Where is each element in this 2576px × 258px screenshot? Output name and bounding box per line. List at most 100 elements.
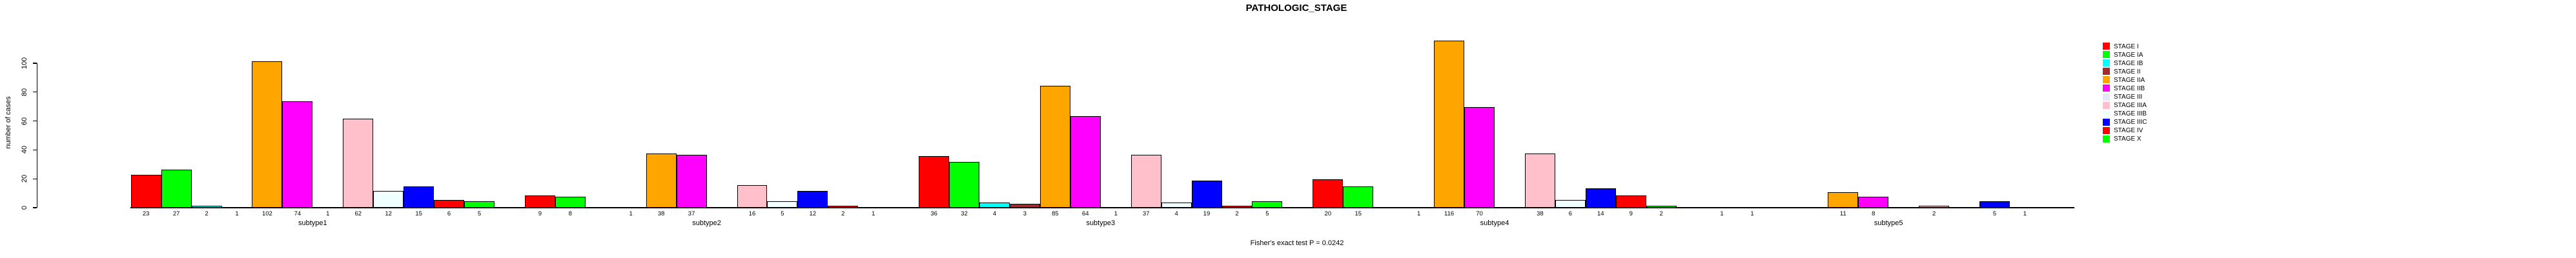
bar-value-label: 2 xyxy=(1659,210,1663,217)
legend-swatch-stage-iiic xyxy=(2103,118,2110,126)
bar-subtype2-stage-iiic xyxy=(797,191,828,208)
x-axis-group-label-subtype2: subtype2 xyxy=(692,219,721,227)
bar-value-label: 64 xyxy=(1082,210,1089,217)
bar-value-label: 1 xyxy=(629,210,633,217)
bar-value-label: 32 xyxy=(961,210,968,217)
bar-value-label: 38 xyxy=(657,210,665,217)
bar-value-label: 15 xyxy=(1354,210,1362,217)
bar-subtype4-stage-iiia xyxy=(1524,153,1555,208)
legend-label: STAGE IIIC xyxy=(2114,119,2147,126)
bar-value-label: 62 xyxy=(354,210,362,217)
bar-value-label: 16 xyxy=(748,210,756,217)
bar-value-label: 6 xyxy=(1568,210,1572,217)
bar-value-label: 8 xyxy=(568,210,572,217)
legend-swatch-stage-iii xyxy=(2103,93,2110,101)
bar-subtype4-stage-iib xyxy=(1464,107,1495,208)
bar-value-label: 5 xyxy=(1992,210,1997,217)
bar-subtype2-stage-iiia xyxy=(737,185,768,208)
legend-label: STAGE IB xyxy=(2114,59,2143,67)
bar-value-label: 5 xyxy=(781,210,784,217)
bar-subtype1-stage-iib xyxy=(282,101,313,208)
bar-subtype1-stage-iiic xyxy=(404,186,434,208)
bar-value-label: 12 xyxy=(809,210,817,217)
legend-swatch-stage-iiia xyxy=(2103,101,2110,109)
bar-subtype2-stage-iib xyxy=(676,155,707,208)
bar-value-label: 3 xyxy=(1023,210,1027,217)
legend-label: STAGE IV xyxy=(2114,127,2143,135)
legend-swatch-stage-ia xyxy=(2103,51,2110,59)
bar-subtype2-stage-i xyxy=(524,195,555,208)
y-tick-label: 100 xyxy=(21,57,28,70)
bar-value-label: 1 xyxy=(1720,210,1724,217)
legend-swatch-stage-x xyxy=(2103,135,2110,143)
legend-label: STAGE X xyxy=(2114,135,2142,143)
x-axis-group-label-subtype1: subtype1 xyxy=(298,219,327,227)
legend-label: STAGE III xyxy=(2114,94,2143,101)
bar-value-label: 1 xyxy=(1416,210,1421,217)
bar-value-label: 2 xyxy=(205,210,209,217)
bar-subtype4-stage-i xyxy=(1313,179,1344,208)
bar-value-label: 116 xyxy=(1444,210,1455,217)
bar-subtype3-stage-iia xyxy=(1039,85,1070,208)
bar-subtype5-stage-iib xyxy=(1858,197,1889,208)
y-tick-label: 20 xyxy=(21,175,28,183)
y-axis-label: number of cases xyxy=(5,96,12,149)
bar-value-label: 1 xyxy=(235,210,239,217)
bar-value-label: 36 xyxy=(930,210,937,217)
bar-value-label: 8 xyxy=(1872,210,1876,217)
bar-value-label: 20 xyxy=(1324,210,1332,217)
legend-label: STAGE IIA xyxy=(2114,76,2145,84)
y-tick-label: 60 xyxy=(21,117,28,125)
legend-swatch-stage-i xyxy=(2103,43,2110,50)
bar-value-label: 15 xyxy=(415,210,422,217)
bar-subtype3-stage-iiia xyxy=(1130,155,1161,208)
y-tick-label: 0 xyxy=(21,205,28,210)
x-axis-group-label-subtype4: subtype4 xyxy=(1480,219,1509,227)
bar-value-label: 27 xyxy=(172,210,180,217)
bar-value-label: 85 xyxy=(1052,210,1059,217)
bar-value-label: 74 xyxy=(294,210,302,217)
y-tick-label: 80 xyxy=(21,88,28,96)
bar-subtype4-stage-iv xyxy=(1615,195,1646,208)
legend-swatch-stage-iiib xyxy=(2103,110,2110,117)
x-axis-group-label-subtype5: subtype5 xyxy=(1874,219,1903,227)
x-axis-group-label-subtype3: subtype3 xyxy=(1086,219,1116,227)
bar-value-label: 14 xyxy=(1597,210,1604,217)
bar-value-label: 70 xyxy=(1476,210,1483,217)
bar-value-label: 1 xyxy=(1114,210,1118,217)
fisher-test-annotation: Fisher's exact test P = 0.0242 xyxy=(1250,239,1344,247)
bar-value-label: 37 xyxy=(1142,210,1150,217)
bar-subtype4-stage-ia xyxy=(1343,186,1374,208)
bar-subtype1-stage-iia xyxy=(252,61,283,208)
bar-value-label: 102 xyxy=(261,210,272,217)
bar-subtype5-stage-iia xyxy=(1828,192,1859,208)
bar-subtype2-stage-ia xyxy=(555,197,586,208)
bar-value-label: 38 xyxy=(1537,210,1544,217)
bar-value-label: 4 xyxy=(992,210,997,217)
chart-title: PATHOLOGIC_STAGE xyxy=(1245,3,1347,14)
bar-value-label: 9 xyxy=(1629,210,1633,217)
bar-subtype1-stage-ia xyxy=(161,169,192,208)
legend-label: STAGE I xyxy=(2114,43,2139,50)
bar-value-label: 23 xyxy=(142,210,150,217)
bar-value-label: 5 xyxy=(1265,210,1269,217)
legend-label: STAGE IIB xyxy=(2114,84,2145,92)
bar-value-label: 4 xyxy=(1174,210,1178,217)
legend-swatch-stage-ii xyxy=(2103,68,2110,75)
bar-subtype1-stage-iiia xyxy=(343,119,374,208)
bar-value-label: 37 xyxy=(688,210,695,217)
legend-swatch-stage-ib xyxy=(2103,59,2110,67)
bar-subtype3-stage-iiic xyxy=(1191,181,1222,208)
bar-value-label: 6 xyxy=(447,210,451,217)
legend-swatch-stage-iia xyxy=(2103,76,2110,84)
legend-label: STAGE II xyxy=(2114,68,2141,75)
bar-value-label: 2 xyxy=(1932,210,1936,217)
bar-value-label: 19 xyxy=(1203,210,1211,217)
bar-subtype3-stage-i xyxy=(919,156,950,208)
legend-swatch-stage-iv xyxy=(2103,126,2110,134)
bar-subtype2-stage-iia xyxy=(646,153,677,208)
bar-value-label: 1 xyxy=(1750,210,1754,217)
bar-value-label: 9 xyxy=(538,210,542,217)
legend-label: STAGE IIIB xyxy=(2114,110,2147,118)
